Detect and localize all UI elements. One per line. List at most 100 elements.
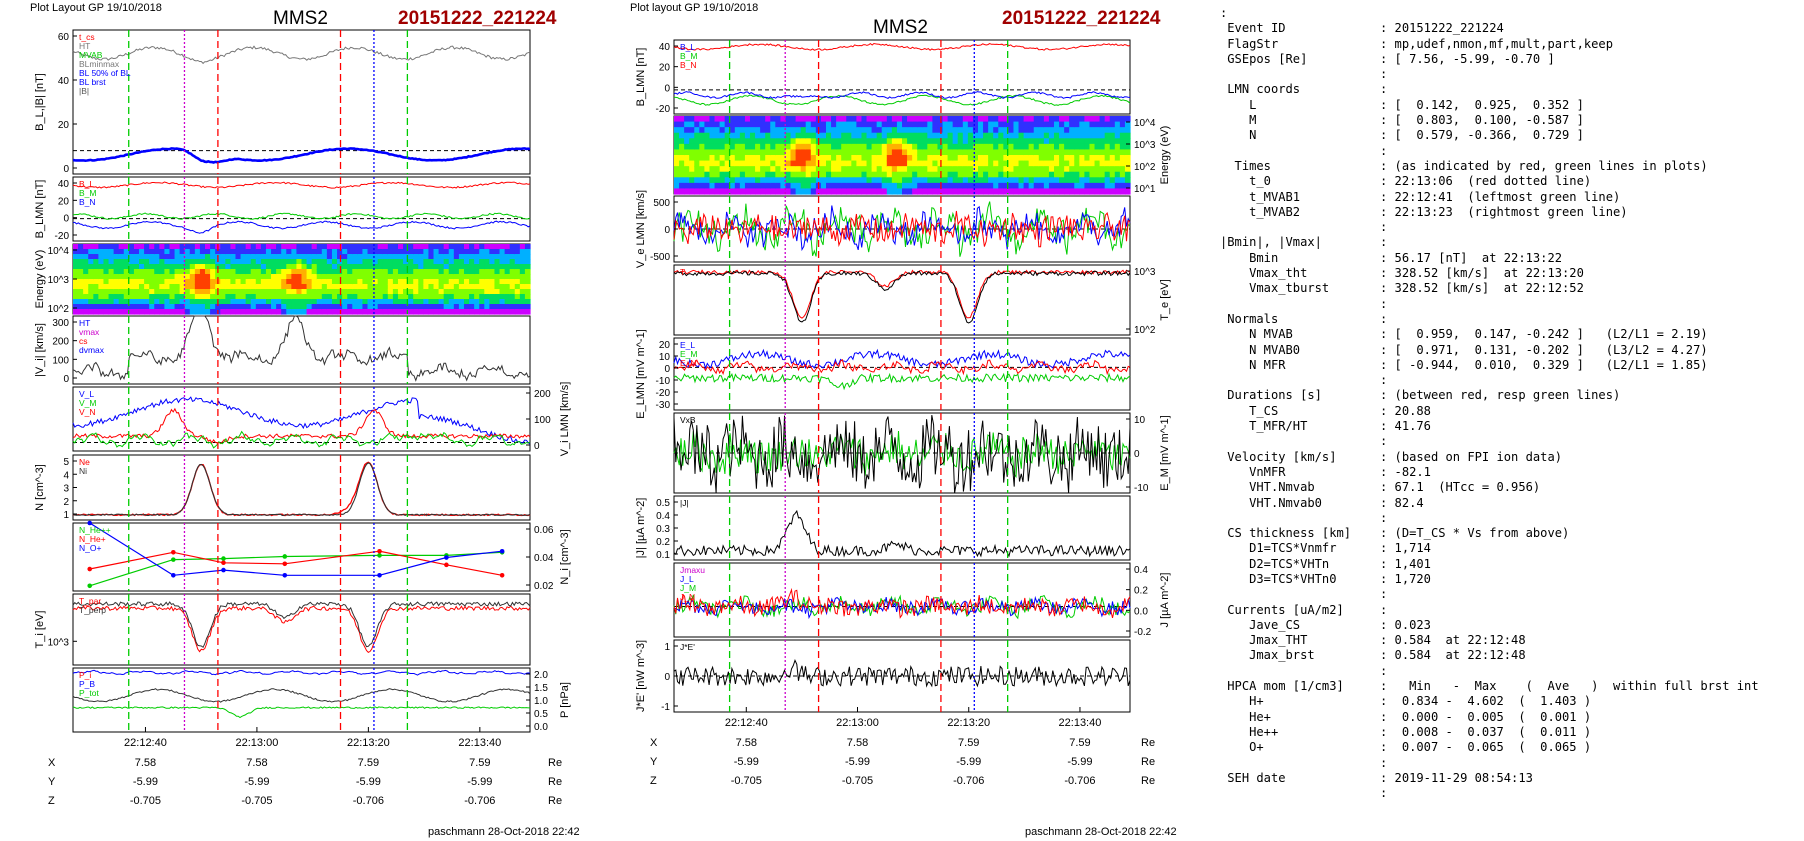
panel-frame: [72, 522, 531, 592]
summary-value: :: [1380, 67, 1388, 82]
y-tick-label: 10^1: [1134, 184, 1156, 195]
position-row-label: Y: [48, 776, 56, 788]
y-tick-label: 10^4: [48, 246, 70, 257]
series-line: [72, 688, 531, 703]
summary-row: :: [1220, 297, 1759, 312]
legend-entry: P_B: [79, 679, 95, 689]
y-tick-label: 0: [664, 672, 670, 683]
y-tick-label: 0.2: [1134, 586, 1148, 597]
summary-value: : 20.88: [1380, 403, 1431, 418]
position-value: 7.58: [246, 757, 267, 769]
summary-value: : -82.1: [1380, 464, 1431, 479]
legend-entry: B_N: [680, 60, 697, 70]
y-tick-label: 100: [52, 355, 69, 366]
summary-value: :: [1380, 786, 1388, 801]
y-tick-label: 0: [63, 164, 69, 175]
series-line: [72, 605, 531, 654]
summary-key: N MVAB0: [1220, 342, 1301, 357]
summary-key: H+: [1220, 694, 1264, 709]
panel-ylabel: B_LMN [nT]: [635, 48, 647, 107]
position-unit: Re: [548, 776, 562, 788]
summary-row: Currents [uA/m2]:: [1220, 603, 1759, 618]
y-tick-label: 3: [63, 484, 69, 495]
summary-key: Velocity [km/s]: [1220, 449, 1337, 464]
data-point: [171, 557, 176, 562]
summary-value: : [ -0.944, 0.010, 0.329 ] (L2/L1 = 1.85…: [1380, 357, 1708, 372]
summary-key: :: [1220, 6, 1228, 20]
data-point: [87, 583, 93, 589]
summary-key: t_MVAB2: [1220, 204, 1301, 219]
legend-entry: B_L: [79, 179, 94, 189]
summary-key: T_CS: [1220, 403, 1279, 418]
summary-row: t_0: 22:13:06 (red dotted line): [1220, 174, 1759, 189]
y-tick-label: 2: [63, 497, 69, 508]
summary-row: He++: 0.008 - 0.037 ( 0.011 ): [1220, 725, 1759, 740]
summary-row: Normals:: [1220, 312, 1759, 327]
position-row-label: Z: [650, 775, 657, 787]
summary-value: :: [1380, 220, 1388, 235]
position-value: -5.99: [734, 756, 759, 768]
summary-row: N MVAB: [ 0.959, 0.147, -0.242 ] (L2/L1 …: [1220, 327, 1759, 342]
data-point: [499, 548, 505, 554]
summary-key: Vmax_tht: [1220, 266, 1308, 281]
summary-value: : 22:12:41 (leftmost green line): [1380, 189, 1621, 204]
summary-value: : (between red, resp green lines): [1380, 388, 1621, 403]
summary-key: VnMFR: [1220, 464, 1286, 479]
summary-value: : 22:13:23 (rightmost green line): [1380, 204, 1628, 219]
summary-value: :: [1380, 235, 1388, 250]
legend-entry: E_N: [680, 358, 697, 368]
series-line: [72, 147, 531, 164]
summary-key: FlagStr: [1220, 36, 1279, 51]
y-tick-label: 5: [63, 457, 69, 468]
y-tick-label: -20: [656, 104, 671, 115]
y-tick-label: 10^4: [1134, 118, 1156, 129]
panel-frame: [72, 454, 531, 521]
summary-row: O+: 0.007 - 0.065 ( 0.065 ): [1220, 740, 1759, 755]
y-tick-label: 1: [63, 510, 69, 521]
legend-entry: |J|: [680, 498, 689, 508]
legend-entry: |B|: [79, 86, 89, 96]
summary-row: D1=TCS*Vnmfr: 1,714: [1220, 541, 1759, 556]
y-tick-label: -10: [1134, 483, 1149, 494]
position-unit: Re: [1141, 775, 1155, 787]
data-point: [282, 554, 288, 559]
legend-entry: V_N: [79, 407, 96, 417]
summary-row: :: [1220, 144, 1759, 159]
legend-entry: cs: [79, 336, 88, 346]
summary-row: :: [1220, 220, 1759, 235]
summary-row: :: [1220, 786, 1759, 801]
y-tick-label: 10^3: [48, 637, 70, 648]
y-tick-label: 0.4: [1134, 565, 1148, 576]
data-point: [87, 566, 93, 572]
panel-frame: [673, 264, 1131, 336]
position-value: 7.58: [847, 737, 868, 749]
summary-value: :: [1380, 587, 1388, 602]
summary-value: : 0.023: [1380, 617, 1431, 632]
summary-key: LMN coords: [1220, 82, 1301, 97]
summary-key: VHT.Nmvab0: [1220, 495, 1322, 510]
position-value: -0.706: [1064, 775, 1095, 787]
y-tick-label: 2.0: [534, 670, 548, 681]
panel-frame: [72, 29, 531, 175]
position-value: 7.58: [135, 757, 156, 769]
position-unit: Re: [1141, 737, 1155, 749]
legend-entry: HT: [79, 41, 90, 51]
position-value: -0.705: [130, 795, 161, 807]
position-value: -0.706: [353, 795, 384, 807]
summary-key: He+: [1220, 709, 1271, 724]
position-value: -5.99: [356, 776, 381, 788]
series-line: [673, 659, 1131, 688]
series-line: [89, 522, 503, 576]
panel-ylabel: B_L,|B| [nT]: [34, 73, 46, 131]
legend-entry: BL brst: [79, 77, 106, 87]
y-tick-label: 20: [58, 196, 70, 207]
panel-frame: [673, 39, 1131, 115]
summary-key: Event ID: [1220, 21, 1286, 36]
series-line: [673, 348, 1131, 370]
y-tick-label: -20: [55, 231, 70, 242]
summary-row: CS thickness [km]: (D=T_CS * Vs from abo…: [1220, 526, 1759, 541]
summary-value: : [ 7.56, -5.99, -0.70 ]: [1380, 51, 1555, 66]
legend-entry: B_M: [79, 188, 96, 198]
legend-entry: Jmaxu: [680, 565, 705, 575]
panel-ylabel: |J| [µA m^-2]: [635, 498, 647, 559]
